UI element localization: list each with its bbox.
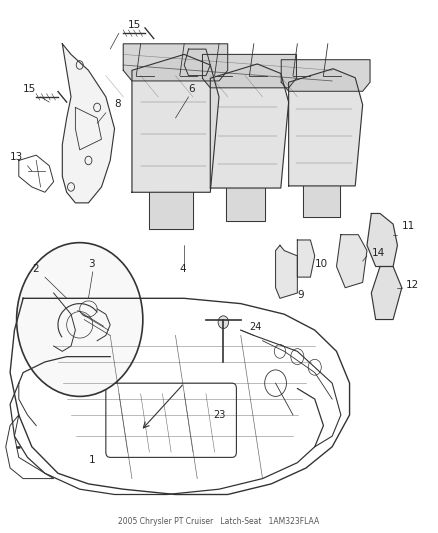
Text: 23: 23 bbox=[213, 410, 225, 420]
Polygon shape bbox=[367, 214, 397, 266]
Polygon shape bbox=[202, 54, 297, 88]
Polygon shape bbox=[184, 49, 210, 76]
Polygon shape bbox=[123, 44, 228, 81]
Polygon shape bbox=[276, 245, 297, 298]
Text: 6: 6 bbox=[188, 84, 195, 93]
Text: 8: 8 bbox=[115, 100, 121, 109]
Polygon shape bbox=[297, 240, 315, 277]
Polygon shape bbox=[210, 64, 289, 188]
Text: 13: 13 bbox=[10, 152, 23, 163]
Text: 2005 Chrysler PT Cruiser   Latch-Seat   1AM323FLAA: 2005 Chrysler PT Cruiser Latch-Seat 1AM3… bbox=[118, 518, 320, 526]
Text: 15: 15 bbox=[23, 84, 36, 93]
Polygon shape bbox=[226, 188, 265, 221]
Text: 11: 11 bbox=[402, 221, 415, 231]
Polygon shape bbox=[336, 235, 367, 288]
Text: 14: 14 bbox=[371, 248, 385, 258]
Polygon shape bbox=[149, 192, 193, 229]
Polygon shape bbox=[304, 186, 340, 217]
Text: 12: 12 bbox=[406, 280, 420, 290]
Text: 4: 4 bbox=[180, 264, 187, 274]
Circle shape bbox=[17, 243, 143, 397]
Polygon shape bbox=[62, 44, 115, 203]
Text: 9: 9 bbox=[297, 290, 304, 300]
Polygon shape bbox=[289, 69, 363, 186]
Text: 15: 15 bbox=[127, 20, 141, 30]
Text: 1: 1 bbox=[88, 455, 95, 465]
Text: 24: 24 bbox=[250, 322, 262, 332]
Circle shape bbox=[218, 316, 229, 328]
Text: 3: 3 bbox=[88, 259, 95, 269]
Polygon shape bbox=[132, 54, 219, 192]
Polygon shape bbox=[281, 60, 370, 91]
Polygon shape bbox=[371, 266, 402, 319]
Text: 2: 2 bbox=[32, 264, 39, 274]
Text: 10: 10 bbox=[315, 259, 328, 269]
